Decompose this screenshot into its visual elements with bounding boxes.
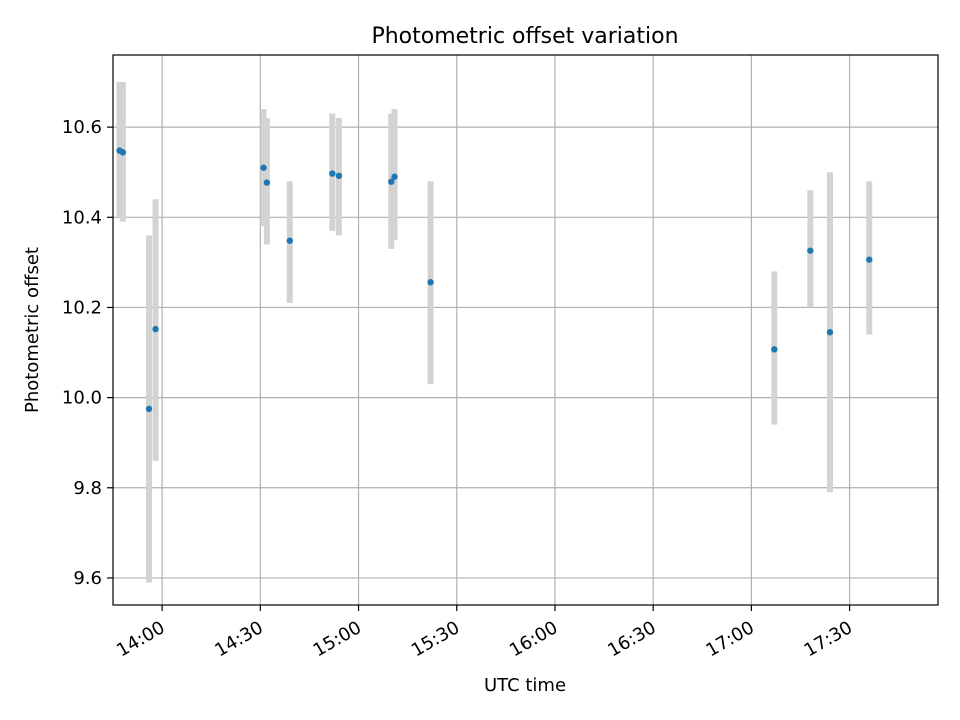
data-point: [826, 329, 834, 336]
data-point: [263, 179, 271, 186]
data-points: [116, 147, 873, 413]
grid-lines: [113, 55, 938, 605]
y-tick-label: 10.0: [62, 388, 102, 409]
data-point: [119, 149, 127, 156]
data-point: [335, 172, 343, 180]
y-tick-label: 10.6: [62, 117, 102, 138]
y-axis-label: Photometric offset: [22, 247, 43, 413]
data-point: [329, 170, 336, 177]
data-point: [807, 247, 814, 254]
data-point: [260, 164, 267, 171]
data-point: [427, 279, 434, 286]
x-axis-label: UTC time: [484, 675, 566, 696]
y-tick-label: 10.2: [62, 297, 102, 318]
y-tick-label: 9.8: [73, 478, 102, 499]
data-point: [771, 346, 778, 353]
data-point: [391, 173, 398, 180]
data-point: [388, 178, 395, 185]
y-tick-label: 10.4: [62, 207, 102, 228]
y-axis-ticks: 9.6 9.8 10.0 10.2 10.4 10.6: [62, 117, 113, 589]
chart-title: Photometric offset variation: [371, 24, 678, 49]
data-point: [286, 237, 293, 244]
y-tick-label: 9.6: [73, 568, 102, 589]
data-point: [866, 256, 873, 263]
data-point: [152, 325, 159, 333]
data-point: [145, 405, 153, 413]
axes-frame: [112, 54, 939, 606]
